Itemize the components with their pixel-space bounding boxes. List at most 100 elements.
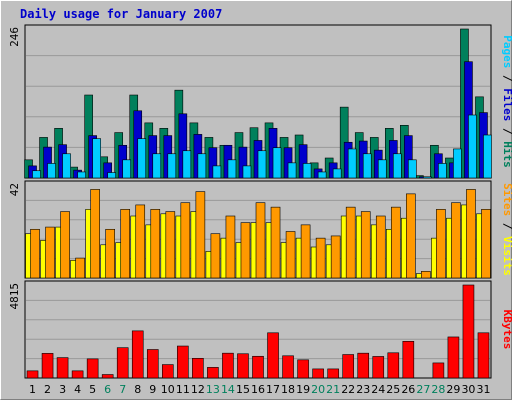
bar-sites-day-5 bbox=[90, 189, 100, 279]
bar-sites-day-7 bbox=[120, 209, 131, 279]
bar-kbytes-day-30 bbox=[462, 284, 475, 379]
bar-kbytes-day-9 bbox=[146, 349, 159, 379]
x-tick-label-4: 4 bbox=[74, 383, 81, 396]
chart-title: Daily usage for January 2007 bbox=[20, 7, 222, 21]
bar-sites-day-1 bbox=[30, 228, 40, 279]
bar-kbytes-day-11 bbox=[177, 345, 189, 379]
bar-sites-day-21 bbox=[330, 235, 341, 279]
legend-part-0: Pages bbox=[501, 35, 512, 68]
max-value-label: 4815 bbox=[8, 283, 21, 310]
bar-kbytes-day-28 bbox=[432, 362, 445, 379]
bar-kbytes-day-12 bbox=[192, 357, 204, 379]
bar-kbytes-day-3 bbox=[56, 357, 69, 379]
bar-kbytes-day-7 bbox=[116, 347, 129, 379]
bar-kbytes-day-26 bbox=[402, 340, 415, 379]
bar-pages-day-10 bbox=[167, 153, 177, 179]
bar-sites-day-11 bbox=[180, 202, 191, 279]
bar-kbytes-day-31 bbox=[477, 332, 490, 379]
x-tick-label-2: 2 bbox=[44, 383, 51, 396]
bar-sites-day-10 bbox=[165, 211, 176, 279]
bar-sites-day-13 bbox=[210, 233, 221, 279]
x-tick-label-23: 23 bbox=[356, 383, 370, 396]
bar-sites-day-19 bbox=[300, 224, 311, 279]
legend-part-0: Sites bbox=[501, 183, 512, 216]
bar-pages-day-11 bbox=[182, 150, 192, 179]
bar-pages-day-24 bbox=[377, 159, 387, 179]
bar-sites-day-4 bbox=[75, 257, 85, 279]
bar-kbytes-day-24 bbox=[372, 356, 385, 379]
bar-pages-day-3 bbox=[62, 153, 71, 179]
bar-sites-day-22 bbox=[345, 206, 356, 279]
bar-sites-day-17 bbox=[270, 206, 281, 279]
x-tick-label-24: 24 bbox=[371, 383, 385, 396]
bar-sites-day-9 bbox=[150, 209, 161, 279]
x-tick-label-13: 13 bbox=[206, 383, 220, 396]
bar-kbytes-day-17 bbox=[267, 332, 279, 379]
bar-pages-day-8 bbox=[137, 138, 147, 179]
x-tick-label-6: 6 bbox=[104, 383, 111, 396]
bar-kbytes-day-21 bbox=[327, 368, 339, 379]
legend-part-1: / bbox=[501, 216, 512, 236]
x-tick-label-8: 8 bbox=[134, 383, 141, 396]
bar-pages-day-9 bbox=[152, 153, 162, 179]
bar-sites-day-29 bbox=[451, 202, 461, 279]
bar-sites-day-24 bbox=[375, 215, 386, 279]
bar-sites-day-16 bbox=[255, 202, 266, 279]
x-tick-label-21: 21 bbox=[326, 383, 340, 396]
bar-sites-day-15 bbox=[240, 222, 251, 279]
bar-kbytes-day-20 bbox=[312, 368, 324, 379]
bar-pages-day-17 bbox=[272, 147, 282, 179]
x-tick-label-19: 19 bbox=[296, 383, 310, 396]
x-tick-label-16: 16 bbox=[251, 383, 265, 396]
bar-pages-day-12 bbox=[197, 153, 207, 179]
x-tick-label-7: 7 bbox=[119, 383, 126, 396]
bar-pages-day-23 bbox=[362, 153, 372, 179]
legend-part-1: / bbox=[501, 68, 512, 88]
bar-pages-day-21 bbox=[332, 168, 342, 179]
bar-kbytes-day-5 bbox=[86, 358, 99, 379]
x-tick-label-9: 9 bbox=[149, 383, 156, 396]
bar-sites-day-20 bbox=[315, 237, 326, 279]
legend-part-2: Visits bbox=[501, 236, 512, 276]
bar-kbytes-day-4 bbox=[71, 370, 84, 379]
x-tick-label-31: 31 bbox=[476, 383, 490, 396]
legend-part-0: KBytes bbox=[501, 310, 512, 350]
legend-part-4: Hits bbox=[501, 141, 512, 168]
x-tick-label-18: 18 bbox=[281, 383, 295, 396]
x-tick-label-11: 11 bbox=[176, 383, 190, 396]
bar-pages-day-13 bbox=[212, 165, 222, 179]
bar-kbytes-day-1 bbox=[26, 370, 39, 379]
bar-kbytes-day-25 bbox=[387, 352, 400, 379]
x-tick-label-25: 25 bbox=[386, 383, 400, 396]
panel-1: 246 Pages / Files / Hits bbox=[8, 24, 512, 179]
bar-kbytes-day-10 bbox=[162, 364, 174, 379]
series-legend-label: KBytes bbox=[501, 310, 512, 350]
bar-pages-day-29 bbox=[453, 148, 462, 179]
x-tick-label-1: 1 bbox=[29, 383, 36, 396]
bar-kbytes-day-14 bbox=[222, 352, 234, 379]
x-tick-label-26: 26 bbox=[401, 383, 415, 396]
bar-kbytes-day-18 bbox=[282, 355, 294, 379]
bar-sites-day-12 bbox=[195, 191, 206, 279]
bar-sites-day-23 bbox=[360, 211, 371, 279]
x-tick-label-10: 10 bbox=[161, 383, 175, 396]
bar-pages-day-6 bbox=[107, 172, 116, 179]
bar-sites-day-8 bbox=[135, 204, 146, 279]
bar-pages-day-27 bbox=[423, 176, 432, 179]
x-tick-label-12: 12 bbox=[191, 383, 205, 396]
bar-pages-day-5 bbox=[92, 138, 101, 179]
bar-sites-day-26 bbox=[406, 193, 416, 279]
max-value-label: 246 bbox=[8, 27, 21, 47]
legend-part-2: Files bbox=[501, 88, 512, 121]
bar-kbytes-day-6 bbox=[101, 374, 114, 379]
bar-pages-day-30 bbox=[468, 114, 477, 179]
bar-pages-day-1 bbox=[32, 170, 41, 179]
bar-pages-day-2 bbox=[47, 163, 56, 179]
bar-sites-day-28 bbox=[436, 209, 446, 279]
bar-pages-day-25 bbox=[392, 153, 402, 179]
bar-sites-day-6 bbox=[105, 228, 115, 279]
bar-kbytes-day-22 bbox=[342, 354, 354, 379]
x-tick-label-15: 15 bbox=[236, 383, 250, 396]
bar-pages-day-15 bbox=[242, 165, 252, 179]
